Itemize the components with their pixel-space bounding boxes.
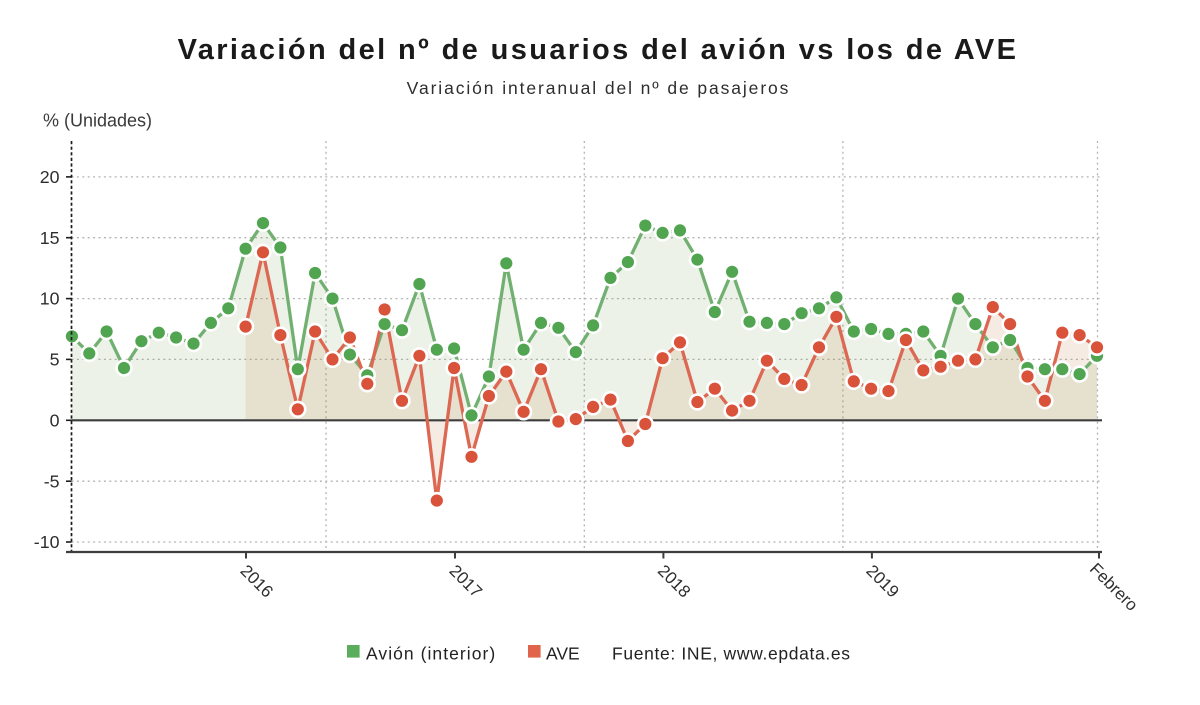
svg-text:2017: 2017 <box>446 561 486 601</box>
svg-text:-10: -10 <box>34 532 60 552</box>
svg-text:2019: 2019 <box>862 561 902 601</box>
svg-text:Fuente: INE, www.epdata.es: Fuente: INE, www.epdata.es <box>612 644 851 664</box>
svg-text:Febrero: Febrero <box>1086 559 1142 615</box>
svg-text:Avión (interior): Avión (interior) <box>366 644 496 664</box>
svg-text:AVE: AVE <box>546 644 580 664</box>
svg-text:-5: -5 <box>44 471 60 491</box>
svg-text:% (Unidades): % (Unidades) <box>43 111 152 131</box>
svg-text:10: 10 <box>40 289 60 309</box>
svg-text:0: 0 <box>50 410 60 430</box>
svg-text:Variación del nº de usuarios d: Variación del nº de usuarios del avión v… <box>178 34 1019 66</box>
svg-text:2018: 2018 <box>654 561 694 601</box>
svg-text:2016: 2016 <box>237 561 277 601</box>
svg-text:5: 5 <box>50 350 60 370</box>
svg-text:15: 15 <box>40 228 60 248</box>
svg-text:20: 20 <box>40 167 60 187</box>
svg-text:Variación interanual del nº de: Variación interanual del nº de pasajeros <box>407 78 791 98</box>
